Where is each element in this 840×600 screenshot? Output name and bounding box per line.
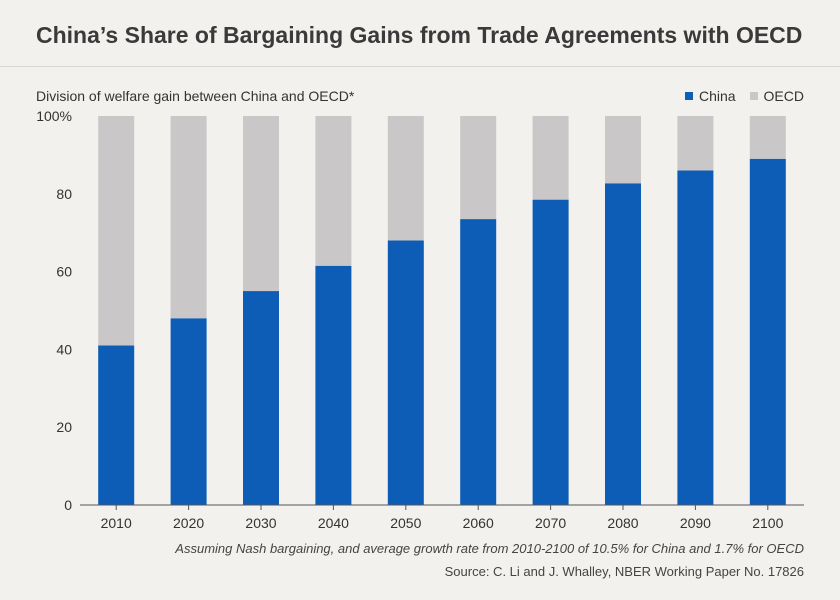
legend-swatch-oecd [749,92,758,100]
y-tick-label: 40 [56,341,72,357]
x-tick-label: 2080 [607,515,638,531]
y-tick-label: 20 [56,419,72,435]
bar-oecd [460,116,497,220]
x-tick-label: 2050 [390,515,421,531]
x-tick-label: 2090 [680,515,711,531]
y-tick-label: 60 [56,264,72,280]
x-tick-label: 2070 [535,515,566,531]
x-tick-label: 2030 [245,515,276,531]
bar-oecd [749,116,786,159]
bar-oecd [387,116,424,241]
legend: China OECD [684,88,804,104]
y-tick-label: 80 [56,186,72,202]
chart-title: China’s Share of Bargaining Gains from T… [36,22,803,48]
y-tick-label: 0 [64,497,72,513]
title-divider [0,66,840,67]
legend-item-china: China [684,88,736,104]
bar-china [170,318,207,505]
source-note: Source: C. Li and J. Whalley, NBER Worki… [444,564,804,579]
x-tick-label: 2040 [318,515,349,531]
bar-china [98,345,135,505]
bar-china [315,265,352,505]
y-tick-label: 100% [36,108,72,124]
bar-oecd [677,116,714,171]
legend-label-oecd: OECD [763,88,804,104]
bar-china [605,183,641,505]
legend-item-oecd: OECD [749,88,804,104]
bar-china [460,219,497,505]
x-tick-label: 2100 [752,515,783,531]
bar-china [387,240,424,506]
bar-oecd [170,116,207,319]
bar-china [243,291,279,505]
x-tick-label: 2060 [463,515,494,531]
bar-china [749,158,786,506]
legend-label-china: China [698,88,736,104]
bar-oecd [243,116,279,292]
bar-oecd [605,116,641,184]
legend-swatch-china [684,92,693,100]
x-tick-label: 2010 [101,515,132,531]
bar-oecd [532,116,569,200]
bar-oecd [98,116,135,346]
bar-china [677,170,714,505]
bar-oecd [315,116,352,266]
x-tick-label: 2020 [173,515,204,531]
bar-china [532,199,569,505]
y-axis-label: Division of welfare gain between China a… [36,88,355,104]
footnote: Assuming Nash bargaining, and average gr… [175,541,804,556]
